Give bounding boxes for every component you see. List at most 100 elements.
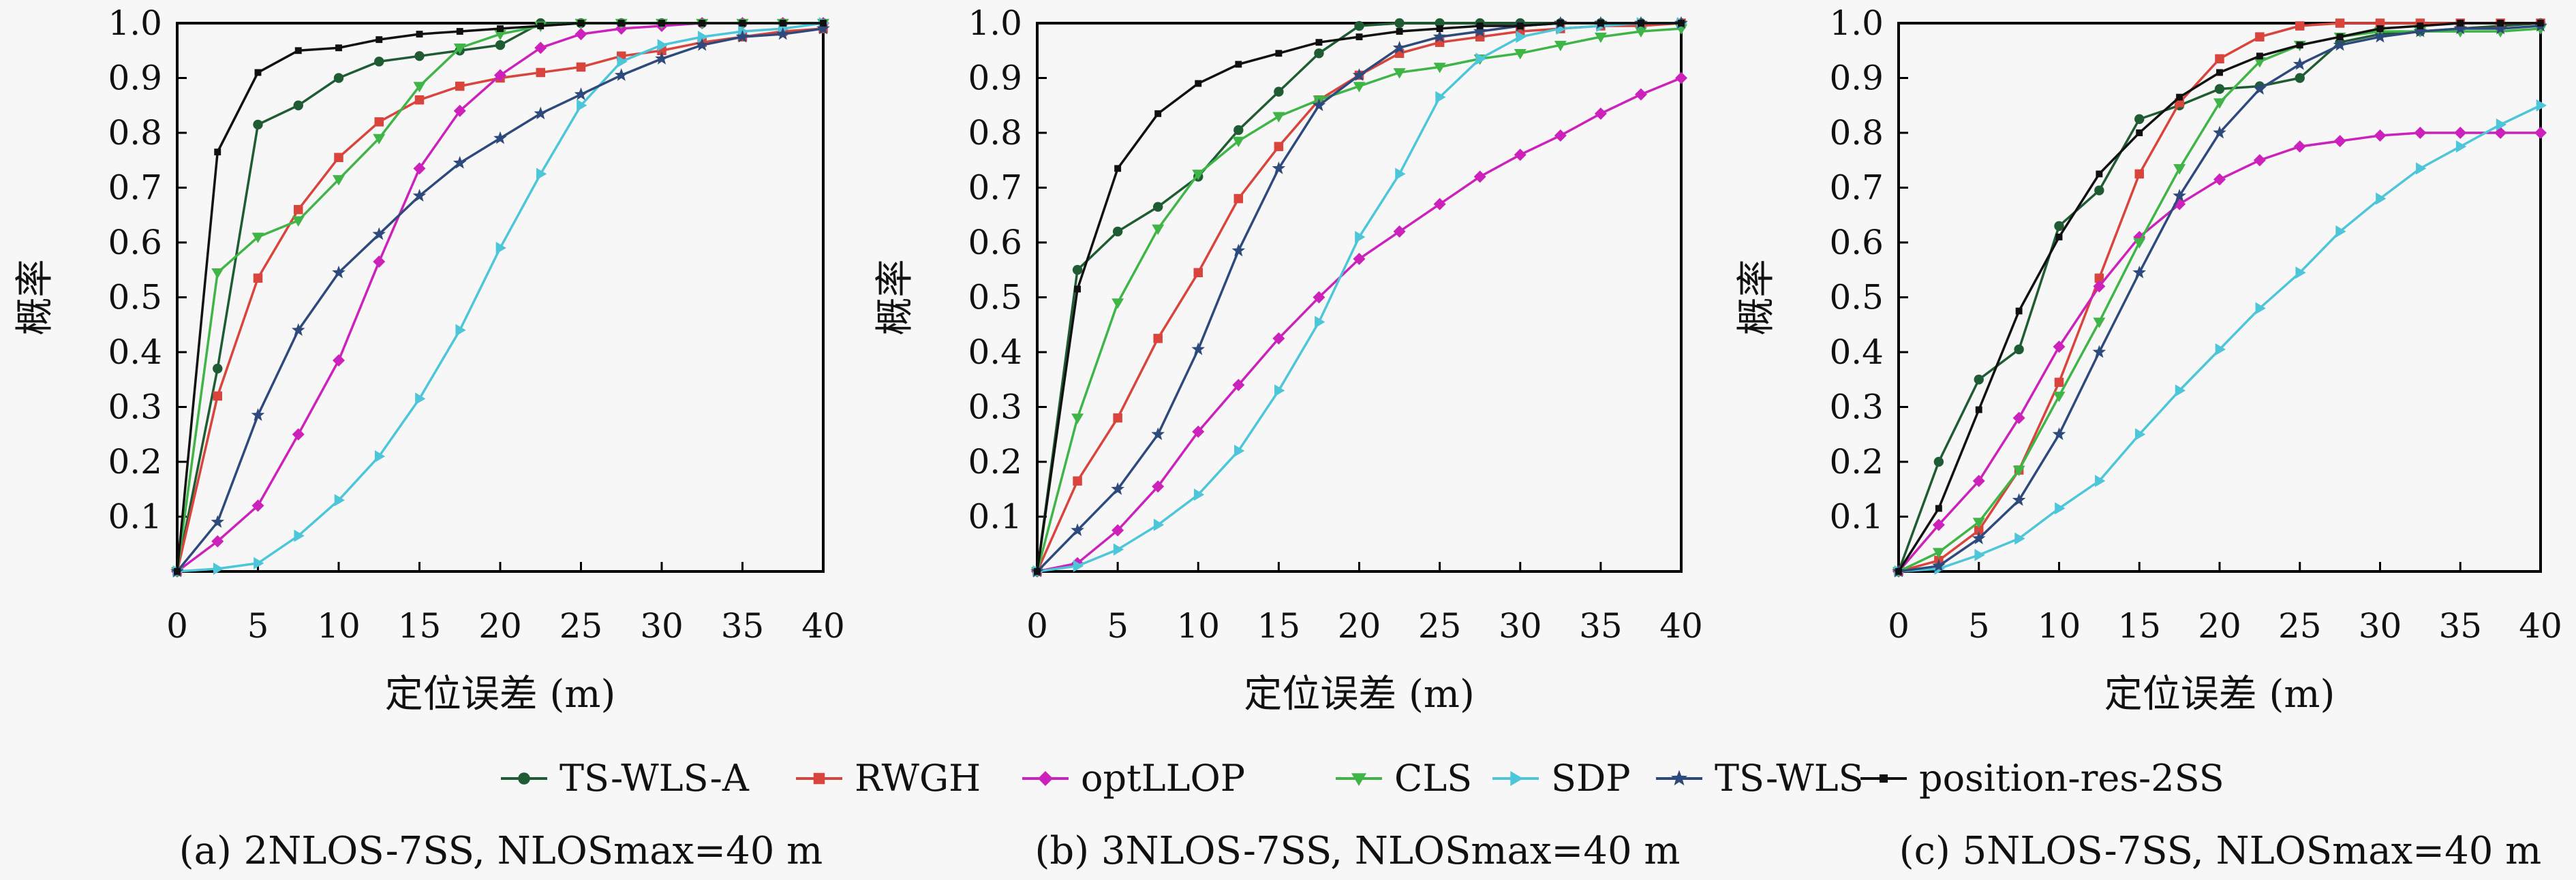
data-point [2055,502,2066,515]
y-tick-label: 0.1 [1829,497,1884,537]
data-point [1355,230,1366,243]
data-point [2096,170,2103,178]
legend-item-TS-WLS: TS-WLS [1656,757,1864,800]
data-point [2095,475,2106,488]
x-tick-label: 15 [2117,606,2161,646]
data-point [1153,518,1165,531]
data-point [1634,27,1647,38]
data-point [332,265,346,279]
data-point [2417,22,2424,29]
panel-caption: (a) 2NLOS-7SS, NLOSmax=40 m [179,829,823,873]
data-point [334,153,343,162]
data-point [414,51,425,61]
data-point [1152,202,1163,212]
data-point [1232,136,1245,148]
legend-item-SDP: SDP [1492,757,1631,800]
data-point [1111,524,1124,537]
series-line [177,22,824,573]
data-point [1314,48,1324,59]
data-point [1974,525,1984,535]
data-point [1193,488,1205,501]
data-point [1395,168,1406,180]
data-point [453,104,466,117]
data-point [493,131,507,144]
data-point [576,62,586,72]
data-point [2373,29,2387,43]
y-tick-label: 0.1 [108,497,162,537]
data-point [2015,307,2023,315]
y-tick-label: 0.9 [1829,59,1884,98]
data-point [2293,57,2307,70]
data-point [495,242,506,255]
data-point [2176,93,2183,101]
data-point [1932,548,1945,559]
data-point [1232,379,1245,392]
series-line [1037,76,1682,573]
data-point [1476,22,1484,29]
series-line [1036,22,1681,572]
data-point [1634,88,1647,101]
series-line [1898,27,2541,573]
data-point [1932,559,1946,572]
y-tick-label: 0.4 [108,332,162,372]
data-point [373,255,386,268]
data-point [2012,411,2025,424]
data-point [2055,234,2063,240]
data-point [2054,377,2064,388]
data-point [2175,384,2186,397]
data-point [254,69,262,76]
data-point [2296,42,2303,49]
data-point [2455,140,2467,153]
data-point [1473,24,1487,37]
chart-panel-3: 0.1 0.2 0.3 0.4 0.5 0.6 0.7 0.8 0.9 1.0 0 5 10 15 20 25… [1734,3,2562,873]
series-line [1036,27,1682,572]
x-tick-label: 5 [247,606,269,646]
x-tick-label: 20 [2198,606,2241,646]
x-tick-label: 0 [166,606,188,646]
data-point [414,95,425,105]
data-point [1192,425,1205,438]
series-CLS [1892,24,2547,578]
data-point [574,28,587,41]
data-point [333,354,345,367]
series-line [176,22,823,572]
data-point [413,82,426,93]
series-line [176,22,823,572]
data-point [1436,25,1443,32]
data-point [415,392,426,405]
data-point [1932,518,1945,531]
data-point [251,232,264,243]
plot-frame [176,22,825,573]
legend-label: optLLOP [1081,757,1245,800]
y-tick-label: 0.2 [968,442,1022,482]
legend-marker [1670,770,1688,786]
data-point [1516,31,1527,44]
data-point [655,51,669,65]
data-point [2173,189,2186,202]
data-point [2134,114,2145,125]
data-point [2014,344,2024,355]
data-point [2136,129,2143,136]
series-line [176,27,824,573]
series-SDP [1032,17,1687,578]
data-point [617,55,628,68]
data-point [2173,164,2186,175]
legend-label: TS-WLS [1715,757,1864,800]
series-RWGH [1032,18,1686,576]
data-point [1111,298,1124,309]
data-point [174,568,181,575]
data-point [294,204,303,215]
data-point [374,57,384,67]
data-point [251,499,264,512]
data-point [1231,243,1246,257]
legend-item-CLS: CLS [1336,757,1472,800]
y-tick-label: 1.0 [108,3,162,43]
data-point [294,47,302,54]
y-tick-label: 0.7 [968,168,1022,208]
series-optLLOP [171,17,829,578]
y-tick-label: 0.1 [968,497,1022,537]
x-tick-label: 25 [559,606,603,646]
y-tick-label: 0.5 [968,278,1022,317]
data-point [2414,127,2427,139]
